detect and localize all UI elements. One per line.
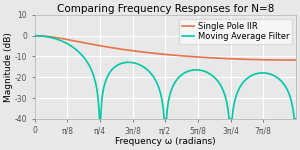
Moving Average Filter xyxy=(294,118,298,120)
Line: Single Pole IIR: Single Pole IIR xyxy=(35,36,296,60)
Moving Average Filter xyxy=(34,35,38,37)
Line: Moving Average Filter: Moving Average Filter xyxy=(35,36,296,119)
Moving Average Filter xyxy=(44,36,47,38)
Single Pole IIR xyxy=(34,35,38,37)
Moving Average Filter xyxy=(98,118,101,120)
Moving Average Filter xyxy=(33,35,37,37)
Single Pole IIR xyxy=(280,59,284,61)
Single Pole IIR xyxy=(33,35,37,37)
Single Pole IIR xyxy=(44,35,47,37)
Y-axis label: Magnitude (dB): Magnitude (dB) xyxy=(4,32,13,102)
Moving Average Filter xyxy=(49,36,52,38)
Single Pole IIR xyxy=(294,59,298,61)
Moving Average Filter xyxy=(84,59,88,61)
Moving Average Filter xyxy=(160,101,164,103)
X-axis label: Frequency ω (radians): Frequency ω (radians) xyxy=(115,137,216,146)
Single Pole IIR xyxy=(84,42,88,44)
Single Pole IIR xyxy=(49,36,52,38)
Title: Comparing Frequency Responses for N=8: Comparing Frequency Responses for N=8 xyxy=(57,4,274,14)
Legend: Single Pole IIR, Moving Average Filter: Single Pole IIR, Moving Average Filter xyxy=(179,19,292,44)
Single Pole IIR xyxy=(160,53,164,55)
Moving Average Filter xyxy=(280,81,284,83)
